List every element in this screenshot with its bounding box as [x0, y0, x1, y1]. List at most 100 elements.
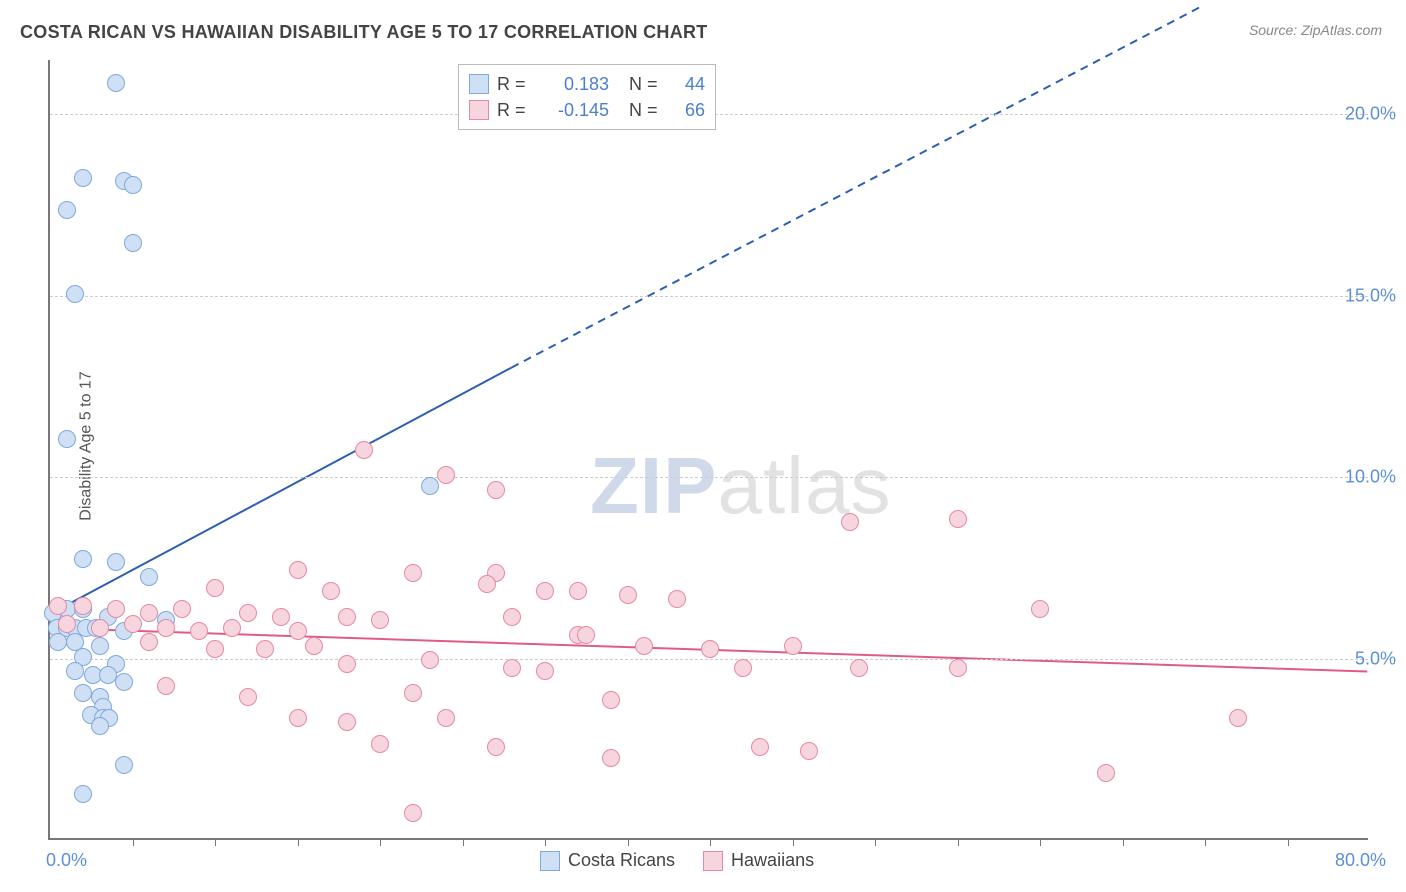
data-point	[338, 608, 356, 626]
data-point	[115, 673, 133, 691]
data-point	[74, 169, 92, 187]
data-point	[140, 604, 158, 622]
legend-item: Costa Ricans	[540, 850, 675, 871]
data-point	[74, 550, 92, 568]
y-tick-label: 20.0%	[1345, 104, 1396, 125]
data-point	[289, 622, 307, 640]
data-point	[1229, 709, 1247, 727]
legend-label: Hawaiians	[731, 850, 814, 871]
data-point	[74, 597, 92, 615]
data-point	[404, 684, 422, 702]
r-label: R =	[497, 74, 531, 95]
data-point	[124, 176, 142, 194]
legend-swatch	[469, 100, 489, 120]
data-point	[734, 659, 752, 677]
source-label: Source: ZipAtlas.com	[1249, 22, 1382, 38]
x-tick	[875, 838, 876, 846]
x-min-label: 0.0%	[46, 850, 87, 871]
data-point	[58, 430, 76, 448]
legend-row: R =0.183N =44	[469, 71, 705, 97]
data-point	[66, 285, 84, 303]
data-point	[140, 633, 158, 651]
data-point	[157, 619, 175, 637]
data-point	[635, 637, 653, 655]
data-point	[223, 619, 241, 637]
data-point	[503, 659, 521, 677]
data-point	[91, 717, 109, 735]
data-point	[371, 735, 389, 753]
x-tick	[1288, 838, 1289, 846]
data-point	[115, 756, 133, 774]
legend-item: Hawaiians	[703, 850, 814, 871]
legend-label: Costa Ricans	[568, 850, 675, 871]
r-label: R =	[497, 100, 531, 121]
data-point	[58, 201, 76, 219]
data-point	[107, 74, 125, 92]
r-value: 0.183	[539, 74, 609, 95]
x-tick	[545, 838, 546, 846]
data-point	[371, 611, 389, 629]
data-point	[91, 619, 109, 637]
x-tick	[793, 838, 794, 846]
data-point	[74, 785, 92, 803]
data-point	[784, 637, 802, 655]
y-tick-label: 5.0%	[1355, 648, 1396, 669]
legend-swatch	[469, 74, 489, 94]
series-legend: Costa Ricans Hawaiians	[540, 850, 814, 871]
data-point	[338, 655, 356, 673]
data-point	[49, 597, 67, 615]
data-point	[437, 709, 455, 727]
data-point	[256, 640, 274, 658]
y-tick-label: 15.0%	[1345, 285, 1396, 306]
data-point	[91, 637, 109, 655]
data-point	[478, 575, 496, 593]
correlation-legend: R =0.183N =44R =-0.145N =66	[458, 64, 716, 130]
x-tick	[298, 838, 299, 846]
data-point	[421, 651, 439, 669]
data-point	[536, 662, 554, 680]
data-point	[850, 659, 868, 677]
gridline	[50, 296, 1368, 297]
gridline	[50, 659, 1368, 660]
data-point	[157, 677, 175, 695]
x-tick	[1205, 838, 1206, 846]
legend-swatch	[540, 851, 560, 871]
x-max-label: 80.0%	[1335, 850, 1386, 871]
data-point	[322, 582, 340, 600]
data-point	[577, 626, 595, 644]
data-point	[487, 738, 505, 756]
data-point	[536, 582, 554, 600]
y-tick-label: 10.0%	[1345, 467, 1396, 488]
data-point	[487, 481, 505, 499]
data-point	[305, 637, 323, 655]
legend-row: R = -0.145 N = 66	[469, 97, 705, 123]
data-point	[74, 684, 92, 702]
data-point	[841, 513, 859, 531]
r-value: -0.145	[539, 100, 609, 121]
trend-lines	[50, 60, 1368, 838]
data-point	[602, 749, 620, 767]
data-point	[272, 608, 290, 626]
data-point	[206, 579, 224, 597]
data-point	[800, 742, 818, 760]
data-point	[1097, 764, 1115, 782]
x-tick	[380, 838, 381, 846]
chart-title: COSTA RICAN VS HAWAIIAN DISABILITY AGE 5…	[20, 22, 708, 43]
n-value: 66	[671, 100, 705, 121]
watermark-zip: ZIP	[590, 441, 717, 530]
data-point	[751, 738, 769, 756]
data-point	[239, 604, 257, 622]
x-tick	[1040, 838, 1041, 846]
x-tick	[710, 838, 711, 846]
data-point	[289, 709, 307, 727]
x-tick	[628, 838, 629, 846]
data-point	[949, 510, 967, 528]
plot-area: ZIPatlas	[48, 60, 1368, 840]
data-point	[206, 640, 224, 658]
x-tick	[133, 838, 134, 846]
n-label: N =	[629, 100, 663, 121]
data-point	[124, 615, 142, 633]
data-point	[355, 441, 373, 459]
data-point	[668, 590, 686, 608]
gridline	[50, 477, 1368, 478]
